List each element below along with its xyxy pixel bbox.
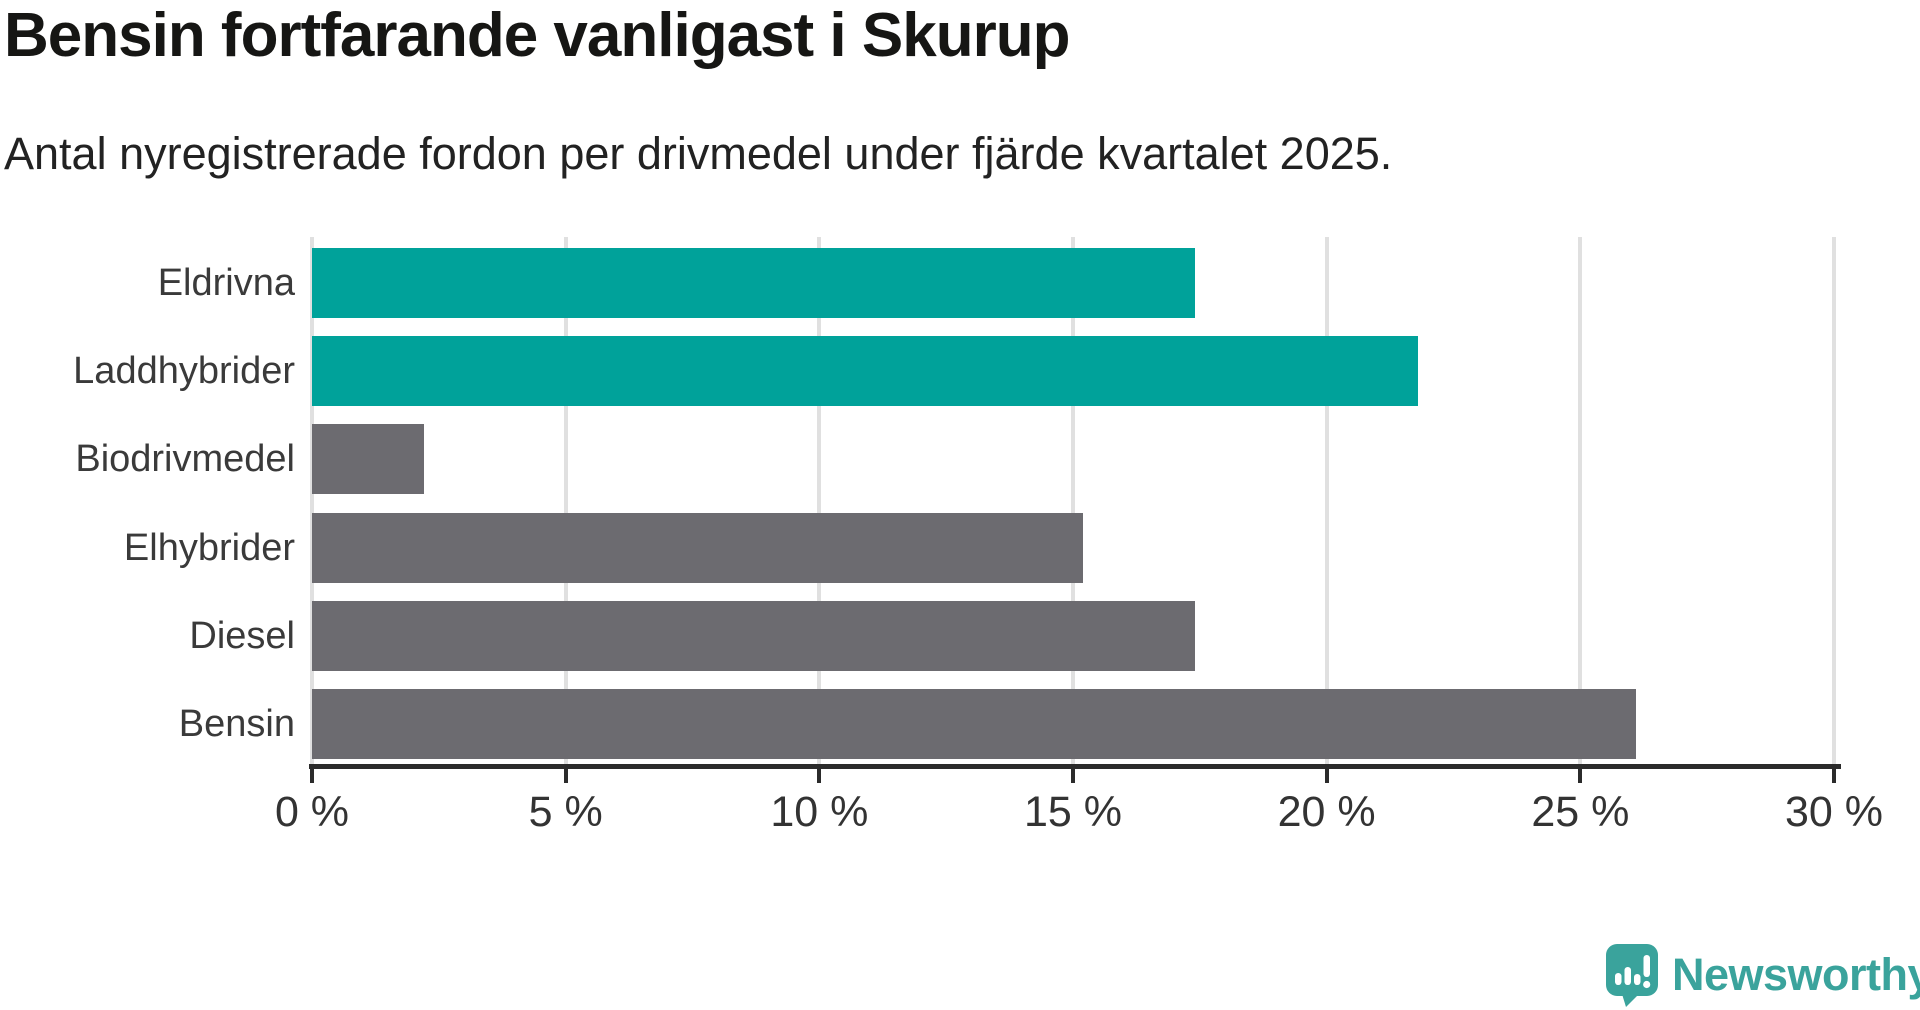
x-axis-tick [563, 769, 568, 783]
chart-title: Bensin fortfarande vanligast i Skurup [4, 1, 1070, 70]
gridline [1324, 237, 1329, 765]
x-axis-tick [817, 769, 822, 783]
x-axis-line [309, 764, 1841, 769]
x-axis-tick [1832, 769, 1836, 783]
gridline [817, 237, 822, 765]
category-label-diesel: Diesel [189, 614, 295, 657]
category-label-laddhybrider: Laddhybrider [73, 350, 295, 393]
x-axis-tick-label: 5 % [528, 788, 603, 836]
gridline [563, 237, 568, 765]
chart-subtitle: Antal nyregistrerade fordon per drivmede… [4, 128, 1393, 179]
x-axis-tick-label: 15 % [1023, 788, 1122, 836]
bar-eldrivna [312, 248, 1195, 318]
category-axis-labels: Eldrivna Laddhybrider Biodrivmedel Elhybrid… [0, 237, 295, 765]
category-label-elhybrider: Elhybrider [123, 526, 295, 569]
bar-diesel [312, 600, 1195, 671]
gridline [1578, 237, 1583, 765]
x-axis-tick [1071, 769, 1075, 783]
bar-laddhybrider [312, 336, 1418, 407]
newsworthy-logo-text: Newsworthy [1672, 949, 1920, 1000]
x-axis-tick [1324, 769, 1329, 783]
category-label-bensin: Bensin [178, 703, 295, 745]
x-axis-tick-label: 20 % [1277, 788, 1376, 836]
x-axis-tick-label: 10 % [770, 788, 869, 836]
plot-area [310, 237, 1836, 765]
x-axis-tick-label: 0 % [274, 788, 350, 836]
bar-biodrivmedel [312, 424, 424, 495]
x-axis-tick [1578, 769, 1583, 783]
newsworthy-logo: Newsworthy [1605, 942, 1920, 1008]
x-axis-tick-label: 30 % [1784, 788, 1883, 836]
bar-elhybrider [312, 512, 1084, 583]
category-label-biodrivmedel: Biodrivmedel [75, 438, 295, 481]
gridline [310, 237, 314, 765]
bar-bensin [312, 689, 1637, 759]
gridline [1832, 237, 1836, 765]
category-label-eldrivna: Eldrivna [157, 262, 295, 304]
gridline [1071, 237, 1075, 765]
newsworthy-logo-icon [1606, 944, 1658, 1007]
x-axis-tick-label: 25 % [1531, 788, 1630, 836]
x-axis-tick [310, 769, 314, 783]
